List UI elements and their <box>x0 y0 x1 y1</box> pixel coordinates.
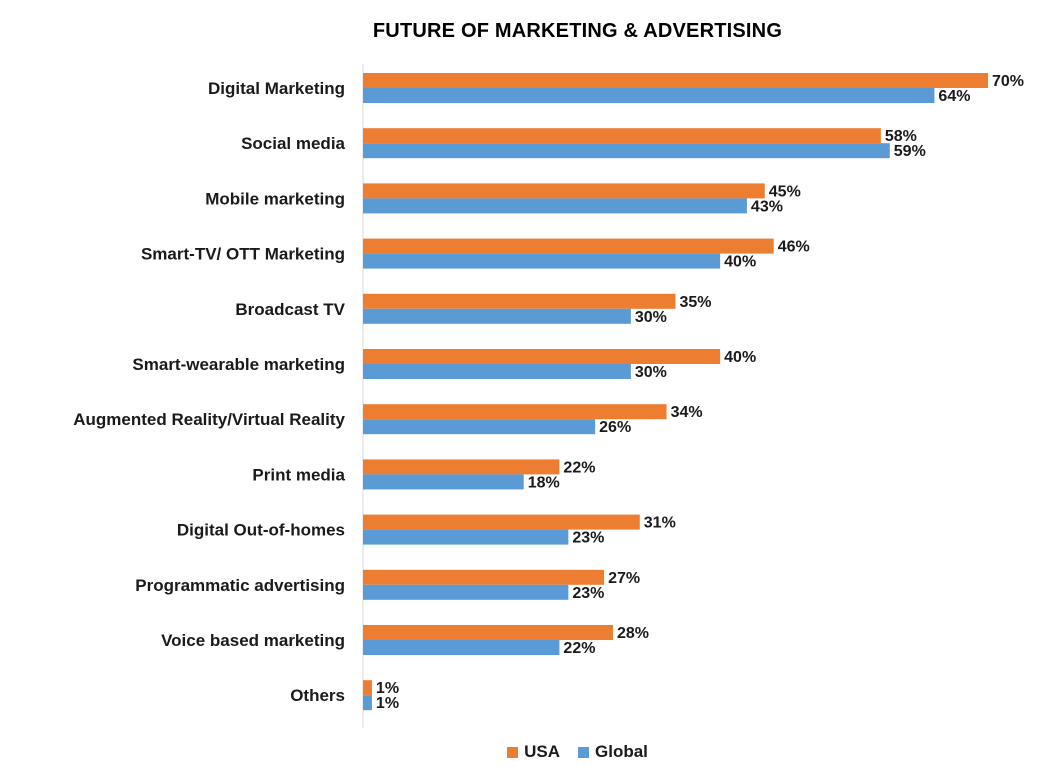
data-label-usa: 45% <box>769 183 801 200</box>
data-label-global: 40% <box>724 254 756 271</box>
chart-legend: USA Global <box>0 742 1049 762</box>
legend-label-global: Global <box>595 742 648 761</box>
category-label: Smart-wearable marketing <box>132 355 345 374</box>
data-label-usa: 27% <box>608 570 640 587</box>
data-label-usa: 31% <box>644 515 676 532</box>
legend-item-global: Global <box>578 742 648 762</box>
bar-global <box>363 695 372 711</box>
bar-usa <box>363 680 372 696</box>
category-label: Digital Marketing <box>208 79 345 98</box>
data-label-usa: 22% <box>563 459 595 476</box>
category-label: Broadcast TV <box>235 300 345 319</box>
category-label: Voice based marketing <box>161 631 345 650</box>
category-label: Mobile marketing <box>205 189 345 208</box>
bar-global <box>363 88 935 103</box>
data-label-usa: 34% <box>671 404 703 421</box>
data-label-global: 30% <box>635 309 667 326</box>
data-label-usa: 35% <box>680 294 712 311</box>
bar-usa <box>363 293 676 309</box>
bar-usa <box>363 349 721 364</box>
bar-usa <box>363 569 605 585</box>
bar-global <box>363 143 890 159</box>
data-label-usa: 28% <box>617 625 649 642</box>
data-label-global: 64% <box>938 88 970 105</box>
data-label-global: 43% <box>751 198 783 215</box>
data-label-global: 22% <box>563 640 595 657</box>
data-label-usa: 58% <box>885 128 917 145</box>
bar-global <box>363 253 721 269</box>
bar-global <box>363 308 631 324</box>
bar-usa <box>363 404 667 420</box>
category-label: Digital Out-of-homes <box>177 521 345 540</box>
bar-usa <box>363 238 774 254</box>
data-label-global: 18% <box>528 474 560 491</box>
data-label-usa: 46% <box>778 239 810 256</box>
data-label-global: 23% <box>572 585 604 602</box>
bar-global <box>363 640 560 655</box>
legend-label-usa: USA <box>524 742 560 761</box>
data-label-global: 30% <box>635 364 667 381</box>
chart-title: FUTURE OF MARKETING & ADVERTISING <box>372 20 783 42</box>
legend-swatch-global <box>578 746 589 758</box>
data-label-global: 59% <box>894 143 926 160</box>
bar-usa <box>363 625 613 640</box>
bar-global <box>363 364 631 379</box>
bar-global <box>363 474 524 490</box>
category-label: Others <box>290 686 345 705</box>
category-label: Print media <box>252 465 345 484</box>
data-label-usa: 40% <box>724 349 756 366</box>
bar-global <box>363 529 569 545</box>
legend-swatch-usa <box>507 746 519 758</box>
category-label: Social media <box>241 134 345 153</box>
data-label-global: 1% <box>376 695 399 712</box>
bar-usa <box>363 128 881 144</box>
data-label-usa: 1% <box>376 680 399 697</box>
bar-usa <box>363 514 640 530</box>
bar-global <box>363 584 569 600</box>
data-label-usa: 70% <box>992 73 1024 90</box>
bar-usa <box>363 459 560 475</box>
bar-usa <box>363 183 765 199</box>
data-label-global: 23% <box>572 530 604 547</box>
bar-global <box>363 198 747 214</box>
category-label: Programmatic advertising <box>135 576 345 595</box>
category-label: Augmented Reality/Virtual Reality <box>73 410 345 429</box>
legend-item-usa: USA <box>507 742 560 762</box>
bar-usa <box>363 73 988 88</box>
bar-global <box>363 419 596 435</box>
data-label-global: 26% <box>599 419 631 436</box>
category-label: Smart-TV/ OTT Marketing <box>141 245 345 264</box>
